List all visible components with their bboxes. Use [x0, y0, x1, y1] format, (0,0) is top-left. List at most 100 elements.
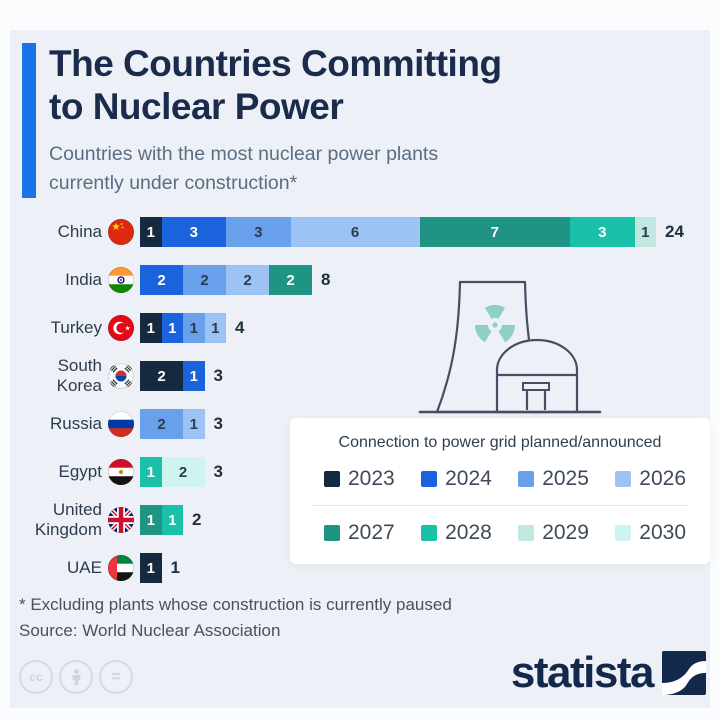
radiation-icon	[475, 305, 515, 343]
footnote-block: * Excluding plants whose construction is…	[19, 592, 452, 645]
legend-year-label: 2027	[348, 521, 395, 544]
page-title: The Countries Committing to Nuclear Powe…	[49, 43, 502, 129]
chart-row-south-korea: South Korea 2 1 3	[10, 352, 710, 400]
chart-row-uae: UAE 1 1	[10, 544, 710, 592]
row-total: 8	[321, 270, 331, 289]
bar-segment-2024: 2	[140, 265, 183, 295]
country-label: Russia	[50, 414, 102, 434]
bar-segment-2023: 1	[140, 553, 162, 583]
legend-item-2030: 2030	[615, 521, 686, 545]
egypt-flag-icon	[108, 459, 134, 485]
uae-flag-icon	[108, 555, 134, 581]
legend-year-label: 2028	[445, 521, 492, 544]
row-total: 2	[192, 510, 202, 529]
country-label: Egypt	[58, 462, 102, 482]
legend-item-2029: 2029	[518, 521, 589, 545]
legend-item-2024: 2024	[421, 467, 492, 491]
bar-segment-2026: 2	[226, 265, 269, 295]
bar-segment-2024: 3	[161, 217, 226, 247]
bar-segment-2026: 1	[183, 409, 205, 439]
china-flag-icon	[108, 219, 134, 245]
legend-item-2026: 2026	[615, 467, 686, 491]
bar-segment-2023: 2	[140, 361, 183, 391]
title-line-2: to Nuclear Power	[49, 85, 344, 127]
bar-segment-2030: 2	[161, 457, 205, 487]
legend-swatch-2030	[615, 525, 632, 541]
infographic-card: The Countries Committing to Nuclear Powe…	[10, 30, 710, 708]
header: The Countries Committing to Nuclear Powe…	[22, 43, 502, 199]
bar-segment-2029: 1	[634, 217, 656, 247]
legend-divider	[312, 505, 688, 506]
footnote: * Excluding plants whose construction is…	[19, 595, 452, 614]
legend-year-label: 2030	[639, 521, 686, 544]
chart-row-egypt: Egypt 1 2 3	[10, 448, 710, 496]
attribution-person-icon	[59, 660, 93, 694]
legend-year-label: 2024	[445, 467, 492, 490]
legend-year-label: 2025	[542, 467, 589, 490]
row-total: 24	[665, 222, 684, 241]
bar-segment-2027: 1	[140, 505, 162, 535]
source: Source: World Nuclear Association	[19, 621, 281, 641]
row-total: 3	[213, 366, 223, 385]
chart-row-united-kingdom: United Kingdom 1 1 2	[10, 496, 710, 544]
legend-swatch-2023	[324, 471, 340, 487]
legend-swatch-2029	[518, 525, 535, 541]
legend-swatch-2028	[421, 525, 438, 541]
subtitle: Countries with the most nuclear power pl…	[49, 142, 439, 195]
legend-year-label: 2023	[348, 467, 395, 490]
legend-item-2023: 2023	[324, 467, 395, 491]
bar-segment-2023: 1	[140, 313, 162, 343]
bar-segment-2024: 1	[183, 361, 205, 391]
chart-row-russia: Russia 2 1 3	[10, 400, 710, 448]
bar-segment-2026: 1	[204, 313, 226, 343]
south-korea-flag-icon	[108, 363, 134, 389]
country-label: South Korea	[56, 356, 102, 395]
bar-segment-2023: 1	[140, 217, 162, 247]
legend-row-1: 2023 2024 2025 2026	[290, 467, 710, 491]
cc-icon: cc	[19, 660, 53, 694]
legend-swatch-2027	[324, 525, 340, 541]
bar-segment-2027: 2	[269, 265, 312, 295]
legend-item-2027: 2027	[324, 521, 395, 545]
legend-swatch-2024	[421, 471, 438, 487]
bar-segment-2025: 1	[183, 313, 205, 343]
country-label: Turkey	[50, 318, 102, 338]
legend-swatch-2026	[615, 471, 632, 487]
legend-item-2025: 2025	[518, 467, 589, 491]
bar-segment-2028: 3	[570, 217, 635, 247]
statista-branding: statista	[511, 648, 706, 698]
legend-year-label: 2026	[639, 467, 686, 490]
row-total: 3	[213, 462, 223, 481]
legend-box: Connection to power grid planned/announc…	[290, 418, 710, 564]
bar-segment-2025: 2	[183, 265, 226, 295]
chart-row-india: India 2 2 2 2 8	[10, 256, 710, 304]
bar-segment-2024: 1	[161, 313, 183, 343]
legend-item-2028: 2028	[421, 521, 492, 545]
country-label: United Kingdom	[34, 500, 102, 539]
row-total: 3	[213, 414, 223, 433]
legend-swatch-2025	[518, 471, 535, 487]
title-line-1: The Countries Committing	[49, 43, 502, 84]
stacked-bar: 1	[140, 553, 162, 583]
bar-segment-2027: 7	[419, 217, 570, 247]
bar-segment-2028: 1	[161, 505, 183, 535]
bar-segment-2026: 6	[290, 217, 420, 247]
statista-logo-icon	[662, 651, 706, 695]
legend-row-2: 2027 2028 2029 2030	[290, 521, 710, 545]
legend-title: Connection to power grid planned/announc…	[338, 434, 662, 451]
bar-segment-2025: 2	[140, 409, 183, 439]
india-flag-icon	[108, 267, 134, 293]
bar-segment-2025: 3	[226, 217, 291, 247]
united-kingdom-flag-icon	[108, 507, 134, 533]
bar-segment-2028: 1	[140, 457, 162, 487]
nuclear-plant-illustration	[415, 270, 605, 418]
no-derivatives-icon: =	[99, 660, 133, 694]
chart-rows: China 1 3 3 6 7 3 1 24 India 2 2 2 2 8 Turkey 1 1 1 1 4 South…	[10, 208, 710, 592]
russia-flag-icon	[108, 411, 134, 437]
